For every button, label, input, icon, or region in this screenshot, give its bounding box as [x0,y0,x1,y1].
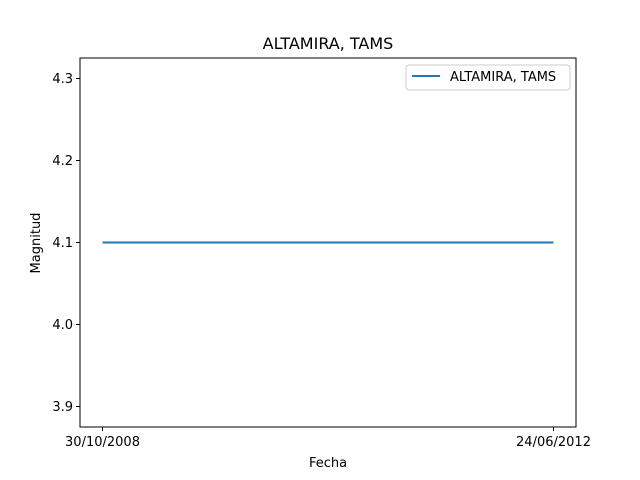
y-tick-label: 4.3 [52,72,73,87]
plot-area [79,57,577,428]
x-axis: 30/10/2008 24/06/2012 [65,427,591,450]
y-axis: 3.9 4.0 4.1 4.2 4.3 [52,72,80,415]
legend-label: ALTAMIRA, TAMS [450,70,556,85]
y-tick-label: 3.9 [52,400,73,415]
y-tick-label: 4.1 [52,236,73,251]
y-tick-label: 4.2 [52,154,73,169]
legend: ALTAMIRA, TAMS [405,64,571,91]
x-tick-label: 30/10/2008 [65,435,140,450]
y-tick-label: 4.0 [52,318,73,333]
x-axis-label: Fecha [309,456,347,471]
legend-box [405,64,571,91]
chart-title: ALTAMIRA, TAMS [263,34,394,53]
y-axis-label: Magnitud [29,213,44,274]
x-tick-label: 24/06/2012 [516,435,591,450]
